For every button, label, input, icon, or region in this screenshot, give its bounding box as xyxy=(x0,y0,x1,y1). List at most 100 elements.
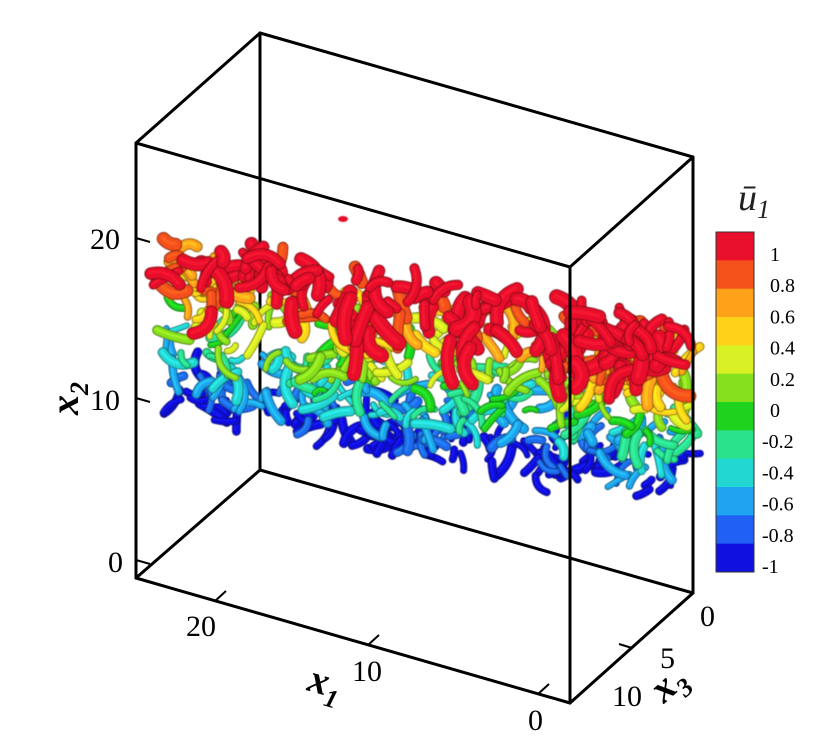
vortex-tube xyxy=(294,351,326,386)
vortex-tube xyxy=(175,238,203,254)
vortex-tube xyxy=(631,323,658,355)
vortex-tube xyxy=(608,416,636,431)
vortex-tube xyxy=(457,449,468,475)
vortex-tube xyxy=(531,471,551,497)
vortex-tube xyxy=(402,407,418,430)
colorbar-labels: 1 0.8 0.6 0.4 0.2 0 -0.2 -0.4 -0.6 -0.8 -1 xyxy=(762,244,795,578)
colorbar-swatches xyxy=(715,231,755,573)
colorbar-swatch xyxy=(716,487,754,516)
colorbar-swatch xyxy=(716,430,754,460)
colorbar-swatch xyxy=(716,232,754,261)
vortex-tube xyxy=(321,422,338,443)
hairpin-vortex xyxy=(489,323,524,359)
vortex-tube xyxy=(409,383,436,413)
vortex-tube xyxy=(455,416,467,436)
colorbar-label: 0 xyxy=(770,400,780,422)
vortex-tube xyxy=(536,459,561,475)
colorbar-swatch xyxy=(716,515,754,545)
vortex-tube xyxy=(186,394,211,405)
x1-tick-label: 20 xyxy=(186,610,216,643)
vortex-tube xyxy=(628,428,644,470)
vortex-tube xyxy=(176,253,215,272)
vortex-tube xyxy=(387,384,410,405)
vortex-tube xyxy=(654,366,697,403)
vortex-tube xyxy=(400,320,423,351)
vortex-tube xyxy=(662,321,697,352)
vortex-tube xyxy=(214,244,231,269)
vortex-tube xyxy=(387,374,419,387)
vortex-tube xyxy=(241,248,286,270)
colorbar-label: 0.8 xyxy=(770,275,795,297)
vortex-tube xyxy=(476,400,506,416)
hairpin-vortex xyxy=(283,295,303,339)
vortex-isosurfaces xyxy=(144,216,705,501)
vortex-tube xyxy=(318,405,356,423)
vortex-fragment xyxy=(338,216,348,222)
vortex-tube xyxy=(223,342,239,355)
colorbar-swatch xyxy=(716,288,754,318)
x1-axis-title: x1 xyxy=(301,655,348,714)
vortex-tube xyxy=(524,434,547,445)
hairpin-vortex xyxy=(336,291,358,347)
vortex-tube xyxy=(509,440,531,459)
vortex-tube xyxy=(655,478,673,496)
vortex-tube xyxy=(479,331,505,364)
vortex-tube xyxy=(623,320,640,348)
colorbar-frame xyxy=(715,231,755,573)
hairpin-vortex xyxy=(440,333,460,391)
vortex-tube xyxy=(296,319,311,344)
vortex-tube xyxy=(155,279,194,300)
vortex-tube xyxy=(311,386,328,397)
vortex-tube xyxy=(144,266,186,291)
colorbar-swatch xyxy=(716,458,754,488)
hairpin-vortex xyxy=(360,324,390,364)
vortex-tube xyxy=(214,344,240,382)
hairpin-vortex xyxy=(567,355,590,396)
vortex-tube xyxy=(409,418,456,435)
x2-tick-label: 10 xyxy=(90,384,120,417)
vortex-tube xyxy=(243,378,263,403)
vortex-tube xyxy=(243,320,268,360)
vortex-tube xyxy=(480,404,507,433)
vortex-tube xyxy=(554,436,569,462)
vortex-tube xyxy=(501,301,520,343)
colorbar-swatch xyxy=(716,402,754,431)
hairpin-vortex xyxy=(456,340,480,391)
vortex-tube xyxy=(364,276,394,293)
colorbar-swatch xyxy=(716,260,754,290)
vortex-tube xyxy=(265,264,291,296)
vortex-tube xyxy=(487,456,499,483)
vortex-tube xyxy=(428,279,464,305)
vortex-tube xyxy=(378,420,391,442)
colorbar-swatch xyxy=(716,373,754,403)
vortex-tube xyxy=(521,405,540,414)
vortex-tube xyxy=(402,263,422,308)
vortex-tube xyxy=(632,485,654,501)
colorbar-label: 0.2 xyxy=(770,369,795,391)
vortex-tube xyxy=(289,271,316,293)
vortex-tube xyxy=(642,427,654,448)
colorbar-label: -0.6 xyxy=(762,494,794,516)
x1-tick-label: 0 xyxy=(528,704,543,737)
colorbar: ū1 1 0.8 0.6 0.4 0.2 0 -0.2 -0.4 -0.6 -0.8 -1 xyxy=(715,177,795,578)
vortex-tube xyxy=(293,415,313,439)
x2-tick-label: 20 xyxy=(90,223,120,256)
vortex-tube xyxy=(563,305,607,324)
x3-tick-label: 0 xyxy=(700,600,715,633)
vortex-tube xyxy=(652,350,691,371)
hairpin-vortex xyxy=(348,300,375,348)
vortex-tube xyxy=(382,296,402,314)
vortex-tube xyxy=(207,367,243,394)
vortex-tube xyxy=(499,365,510,384)
vortex-tube xyxy=(262,349,283,373)
vortex-tube xyxy=(452,391,470,417)
colorbar-label: -0.2 xyxy=(762,431,794,453)
vortex-tube xyxy=(228,354,246,365)
vortex-tube xyxy=(514,325,540,338)
hairpin-vortex xyxy=(186,305,218,340)
vortex-tube xyxy=(448,445,459,464)
x3-axis: 0 5 10 x3 xyxy=(612,588,715,713)
vortex-tube xyxy=(496,419,523,448)
vortex-tube xyxy=(520,453,543,478)
vortex-tube xyxy=(279,363,298,410)
